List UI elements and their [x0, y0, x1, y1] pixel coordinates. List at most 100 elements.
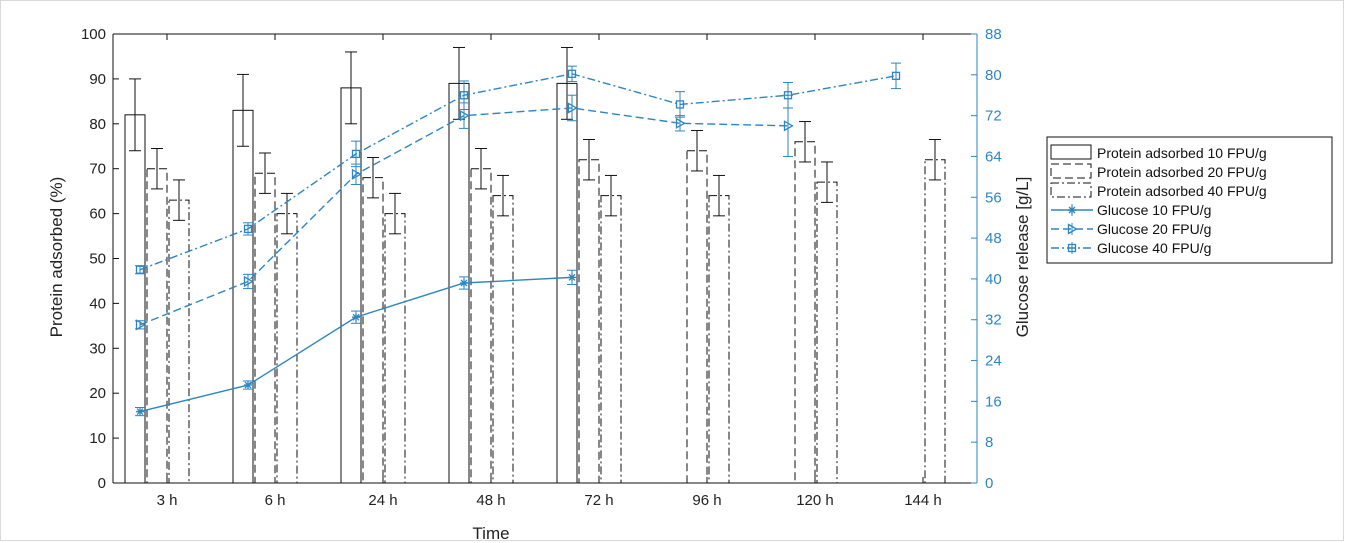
bar — [578, 159, 600, 484]
y-tick-label: 30 — [89, 340, 106, 357]
y-tick-label: 100 — [81, 26, 106, 43]
point — [567, 102, 578, 114]
y2-tick-label: 32 — [985, 312, 1002, 329]
y-axis-label: Protein adsorbed (%) — [47, 177, 66, 338]
legend-label: Glucose 10 FPU/g — [1097, 202, 1211, 218]
y-tick-label: 80 — [89, 116, 106, 133]
legend-entry: Protein adsorbed 20 FPU/g — [1050, 163, 1267, 180]
y2-tick-label: 8 — [985, 434, 993, 451]
x-tick-label: 24 h — [368, 492, 397, 509]
legend-entry: Glucose 10 FPU/g — [1051, 202, 1211, 218]
legend-swatch — [1050, 163, 1092, 179]
x-tick-label: 144 h — [904, 492, 942, 509]
series-line — [139, 107, 789, 326]
bar — [492, 195, 514, 484]
legend-entry: Protein adsorbed 40 FPU/g — [1050, 182, 1267, 199]
bar — [276, 213, 298, 484]
point — [568, 273, 576, 282]
x-tick-label: 120 h — [796, 492, 834, 509]
legend-box — [1046, 136, 1333, 264]
legend-entry: Glucose 40 FPU/g — [1051, 240, 1211, 256]
point — [459, 91, 469, 100]
legend-swatch — [1050, 144, 1092, 160]
bars-layer — [124, 46, 946, 484]
bar — [924, 159, 946, 484]
y2-tick-label: 24 — [985, 353, 1002, 370]
legend-label: Glucose 20 FPU/g — [1097, 221, 1211, 237]
point — [244, 381, 252, 390]
y2-tick-label: 16 — [985, 393, 1002, 410]
legend-label: Protein adsorbed 10 FPU/g — [1097, 145, 1267, 161]
y2-tick-label: 64 — [985, 148, 1002, 165]
bar — [168, 199, 190, 484]
point — [352, 313, 360, 322]
point — [460, 278, 468, 287]
point — [243, 224, 253, 234]
bar — [556, 82, 578, 484]
y2-tick-label: 72 — [985, 108, 1002, 125]
y-tick-label: 40 — [89, 295, 106, 312]
bar — [708, 195, 730, 484]
legend: Protein adsorbed 10 FPU/g Protein adsorbe… — [1046, 136, 1333, 264]
point — [675, 100, 685, 109]
bar — [362, 177, 384, 484]
legend-swatch — [1050, 182, 1092, 198]
bar — [124, 114, 146, 484]
series-line — [139, 276, 573, 413]
x-tick-label: 3 h — [157, 492, 178, 509]
bar — [470, 168, 492, 484]
y-tick-label: 10 — [89, 430, 106, 447]
x-tick-label: 6 h — [265, 492, 286, 509]
point — [136, 407, 144, 416]
line-series-1 — [135, 269, 577, 417]
legend-label: Protein adsorbed 40 FPU/g — [1097, 183, 1267, 199]
point — [459, 110, 470, 122]
y-tick-label: 0 — [98, 475, 106, 492]
y-tick-label: 90 — [89, 71, 106, 88]
bar-series-2 — [146, 121, 924, 484]
bar — [794, 141, 816, 484]
point — [1068, 206, 1076, 214]
x-tick-label: 48 h — [476, 492, 505, 509]
y2-tick-label: 88 — [985, 26, 1002, 43]
y-tick-label: 60 — [89, 206, 106, 223]
legend-label: Glucose 40 FPU/g — [1097, 240, 1211, 256]
y-tick-label: 50 — [89, 251, 106, 268]
point — [351, 168, 362, 180]
axes-layer: 0 10 20 30 40 50 60 70 80 90 100 0 8 16 24 32 40 48 56 64 72… — [81, 26, 1002, 509]
point — [567, 69, 577, 78]
line-series-2 — [135, 94, 794, 331]
x-axis-label: Time — [472, 524, 509, 543]
point — [783, 120, 794, 132]
line-series-3 — [135, 62, 901, 275]
point — [351, 149, 361, 159]
y2-tick-label: 0 — [985, 475, 993, 492]
point — [675, 117, 686, 129]
point — [1067, 223, 1078, 235]
lines-layer — [135, 62, 901, 417]
x-tick-label: 96 h — [692, 492, 721, 509]
point — [243, 275, 254, 288]
y2-axis-label: Glucose release [g/L] — [1013, 177, 1032, 338]
legend-entry: Glucose 20 FPU/g — [1051, 221, 1211, 237]
point — [783, 91, 793, 100]
point — [891, 71, 901, 80]
bar — [232, 109, 254, 484]
bar — [600, 195, 622, 484]
y2-tick-label: 56 — [985, 189, 1002, 206]
legend-label: Protein adsorbed 20 FPU/g — [1097, 164, 1267, 180]
point — [1067, 243, 1077, 253]
point — [135, 319, 146, 331]
legend-entry: Protein adsorbed 10 FPU/g — [1050, 144, 1267, 161]
y-tick-label: 70 — [89, 161, 106, 178]
bar — [340, 87, 362, 484]
point — [135, 265, 145, 274]
x-tick-label: 72 h — [584, 492, 613, 509]
y2-tick-label: 40 — [985, 271, 1002, 288]
bar — [384, 213, 406, 484]
bar — [146, 168, 168, 484]
bar — [254, 172, 276, 484]
y-tick-label: 20 — [89, 385, 106, 402]
